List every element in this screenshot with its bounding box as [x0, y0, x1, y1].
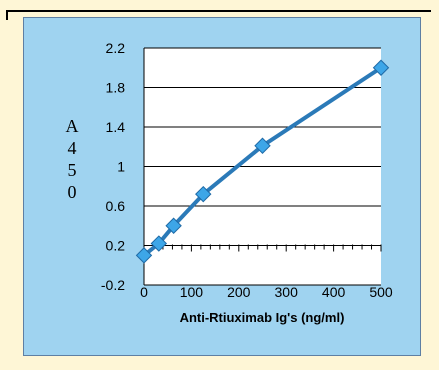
x-tick-label: 100 — [180, 284, 204, 300]
y-tick-label: 0.2 — [106, 238, 126, 254]
y-axis-title-char: 4 — [68, 138, 77, 158]
x-tick-label: 200 — [227, 284, 251, 300]
y-tick-label: 1 — [117, 159, 125, 175]
x-tick-label: 300 — [275, 284, 299, 300]
y-tick-label: -0.2 — [101, 277, 125, 293]
x-axis-title: Anti-Rtiuximab Ig's (ng/ml) — [180, 310, 345, 325]
data-point-marker — [372, 59, 390, 76]
y-tick-label: 1.8 — [106, 80, 126, 96]
y-tick-label: 0.6 — [106, 198, 126, 214]
data-point-marker — [150, 235, 168, 252]
x-tick-label: 0 — [140, 284, 148, 300]
top-border-line — [6, 10, 431, 12]
y-tick-label: 1.4 — [106, 119, 126, 135]
x-tick-label: 400 — [322, 284, 346, 300]
y-tick-label: 2.2 — [106, 40, 126, 56]
y-axis-title-char: 0 — [68, 182, 77, 202]
data-point-marker — [254, 137, 271, 154]
x-tick-label: 500 — [369, 284, 393, 300]
data-point-marker — [135, 247, 153, 264]
y-axis-title-char: 5 — [68, 160, 77, 180]
grid-lines — [144, 47, 381, 286]
data-markers — [135, 59, 390, 264]
x-tick-labels: 0 100 200 300 400 500 — [140, 284, 393, 300]
data-point-marker — [195, 185, 212, 203]
y-tick-labels: 2.2 1.8 1.4 1 0.6 0.2 -0.2 — [101, 40, 125, 293]
left-border-tick — [6, 10, 8, 20]
data-point-marker — [165, 217, 182, 234]
y-axis-title-char: A — [66, 116, 79, 136]
